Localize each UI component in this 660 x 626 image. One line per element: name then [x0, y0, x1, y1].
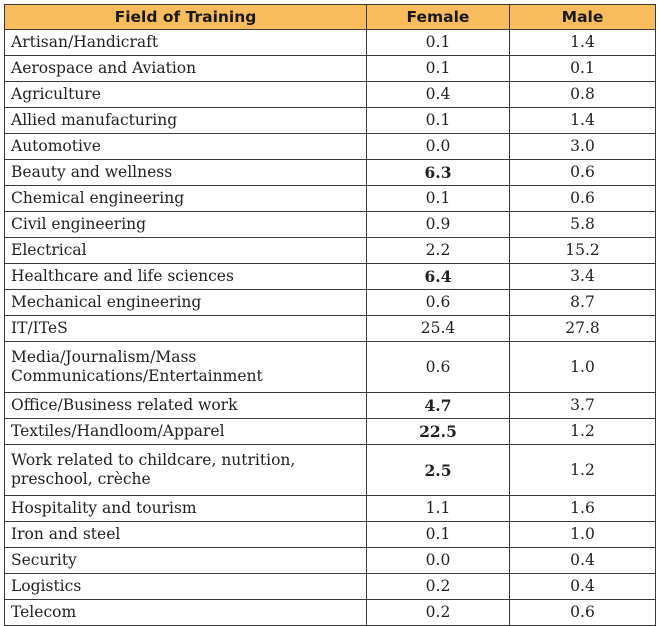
cell-field: Media/Journalism/Mass Communications/Ent… [4, 341, 367, 393]
cell-female: 2.5 [366, 444, 510, 496]
cell-male: 27.8 [509, 315, 656, 342]
cell-male: 0.1 [509, 55, 656, 82]
cell-male: 0.6 [509, 159, 656, 186]
cell-field: Agriculture [4, 81, 367, 108]
cell-female: 6.4 [366, 263, 510, 290]
training-field-table: Field of Training Female Male Artisan/Ha… [4, 4, 656, 626]
cell-female: 0.6 [366, 341, 510, 393]
table-row: Hospitality and tourism 1.1 1.6 [4, 495, 656, 522]
cell-female: 22.5 [366, 418, 510, 445]
cell-field: Hospitality and tourism [4, 495, 367, 522]
cell-field: Work related to childcare, nutrition, pr… [4, 444, 367, 496]
table-row: Work related to childcare, nutrition, pr… [4, 444, 656, 496]
cell-female: 0.1 [366, 29, 510, 56]
table-row: Beauty and wellness 6.3 0.6 [4, 159, 656, 186]
cell-female: 0.4 [366, 81, 510, 108]
cell-female: 0.0 [366, 133, 510, 160]
cell-field: Iron and steel [4, 521, 367, 548]
cell-female: 0.6 [366, 289, 510, 316]
cell-field: Office/Business related work [4, 392, 367, 419]
cell-field: Healthcare and life sciences [4, 263, 367, 290]
cell-male: 0.4 [509, 573, 656, 600]
cell-field: Textiles/Handloom/Apparel [4, 418, 367, 445]
table-row: Agriculture 0.4 0.8 [4, 81, 656, 108]
table-row: Civil engineering 0.9 5.8 [4, 211, 656, 238]
cell-field: Automotive [4, 133, 367, 160]
cell-field: Artisan/Handicraft [4, 29, 367, 56]
cell-male: 1.2 [509, 444, 656, 496]
cell-male: 3.7 [509, 392, 656, 419]
cell-male: 1.0 [509, 521, 656, 548]
cell-field: Electrical [4, 237, 367, 264]
table-row: Telecom 0.2 0.6 [4, 599, 656, 626]
cell-female: 0.2 [366, 599, 510, 626]
cell-female: 25.4 [366, 315, 510, 342]
cell-female: 2.2 [366, 237, 510, 264]
cell-female: 6.3 [366, 159, 510, 186]
header-row: Field of Training Female Male [4, 4, 656, 30]
table-row: Automotive 0.0 3.0 [4, 133, 656, 160]
cell-female: 0.9 [366, 211, 510, 238]
cell-male: 3.0 [509, 133, 656, 160]
cell-field: Aerospace and Aviation [4, 55, 367, 82]
cell-male: 1.0 [509, 341, 656, 393]
table-row: Chemical engineering 0.1 0.6 [4, 185, 656, 212]
cell-female: 0.2 [366, 573, 510, 600]
cell-female: 4.7 [366, 392, 510, 419]
cell-female: 0.1 [366, 521, 510, 548]
cell-male: 5.8 [509, 211, 656, 238]
table-row: Textiles/Handloom/Apparel 22.5 1.2 [4, 418, 656, 445]
header-field-of-training: Field of Training [4, 4, 367, 30]
cell-field: IT/ITeS [4, 315, 367, 342]
training-table-container: Field of Training Female Male Artisan/Ha… [4, 4, 656, 626]
cell-male: 1.4 [509, 29, 656, 56]
cell-female: 1.1 [366, 495, 510, 522]
table-row: Allied manufacturing 0.1 1.4 [4, 107, 656, 134]
header-male: Male [509, 4, 656, 30]
cell-field: Civil engineering [4, 211, 367, 238]
cell-male: 1.4 [509, 107, 656, 134]
cell-field: Chemical engineering [4, 185, 367, 212]
table-row: Mechanical engineering 0.6 8.7 [4, 289, 656, 316]
cell-male: 3.4 [509, 263, 656, 290]
table-row: IT/ITeS 25.4 27.8 [4, 315, 656, 342]
table-row: Iron and steel 0.1 1.0 [4, 521, 656, 548]
cell-field: Mechanical engineering [4, 289, 367, 316]
table-body: Artisan/Handicraft 0.1 1.4 Aerospace and Av… [4, 29, 656, 626]
table-row: Logistics 0.2 0.4 [4, 573, 656, 600]
cell-field: Beauty and wellness [4, 159, 367, 186]
table-row: Office/Business related work 4.7 3.7 [4, 392, 656, 419]
cell-male: 8.7 [509, 289, 656, 316]
cell-female: 0.1 [366, 107, 510, 134]
cell-female: 0.1 [366, 55, 510, 82]
cell-field: Allied manufacturing [4, 107, 367, 134]
cell-male: 0.8 [509, 81, 656, 108]
cell-field: Telecom [4, 599, 367, 626]
cell-male: 0.4 [509, 547, 656, 574]
table-row: Media/Journalism/Mass Communications/Ent… [4, 341, 656, 393]
cell-male: 15.2 [509, 237, 656, 264]
table-row: Artisan/Handicraft 0.1 1.4 [4, 29, 656, 56]
cell-male: 0.6 [509, 599, 656, 626]
cell-field: Security [4, 547, 367, 574]
table-row: Electrical 2.2 15.2 [4, 237, 656, 264]
table-row: Healthcare and life sciences 6.4 3.4 [4, 263, 656, 290]
table-row: Aerospace and Aviation 0.1 0.1 [4, 55, 656, 82]
cell-female: 0.1 [366, 185, 510, 212]
cell-male: 0.6 [509, 185, 656, 212]
table-row: Security 0.0 0.4 [4, 547, 656, 574]
cell-male: 1.6 [509, 495, 656, 522]
cell-field: Logistics [4, 573, 367, 600]
header-female: Female [366, 4, 510, 30]
cell-female: 0.0 [366, 547, 510, 574]
table-header: Field of Training Female Male [4, 4, 656, 30]
cell-male: 1.2 [509, 418, 656, 445]
